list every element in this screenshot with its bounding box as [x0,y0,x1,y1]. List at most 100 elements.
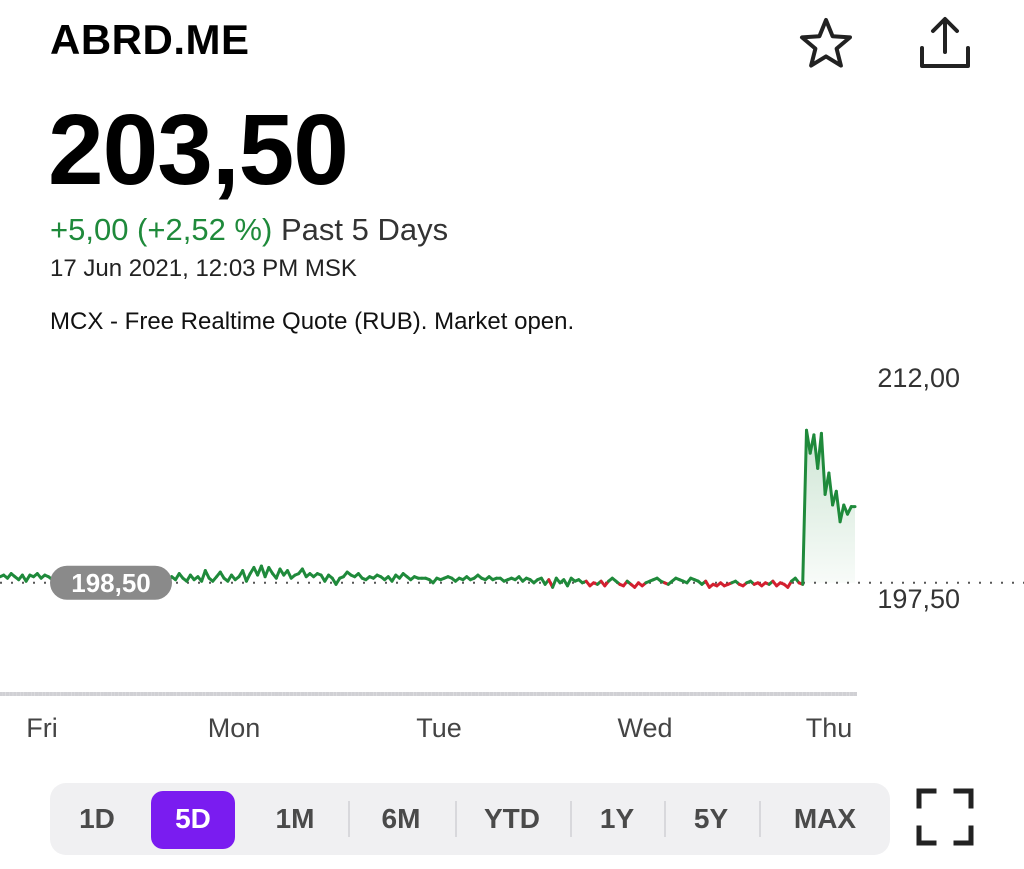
volume-bar [216,692,221,696]
volume-bar [406,692,410,696]
volume-bar [820,692,825,696]
volume-bar [606,692,610,696]
volume-bar [140,692,144,696]
volume-bar [387,692,392,696]
favorite-button[interactable] [796,14,856,74]
volume-bar [85,692,90,696]
volume-bar [151,692,155,696]
volume-bar [213,692,217,696]
range-option-1m[interactable]: 1M [275,803,315,834]
volume-bar [726,692,730,696]
volume-bar [380,692,384,696]
volume-bar [835,692,839,696]
volume-bar [307,692,312,696]
volume-bar [296,692,301,696]
volume-bar [504,692,508,696]
volume-bar [427,692,432,696]
volume-bar [500,692,505,696]
volume-bar [817,692,821,696]
volume-bar [154,692,159,696]
range-option-max[interactable]: MAX [793,803,857,834]
volume-bar [347,692,352,696]
volume-bar [653,692,657,696]
volume-bar [646,692,650,696]
volume-bar [82,692,86,696]
range-option-6m[interactable]: 6M [381,803,421,834]
volume-bar [289,692,294,696]
volume-bar [798,692,803,696]
volume-bar [31,692,35,696]
volume-bar [664,692,668,696]
volume-bar [438,692,443,696]
volume-bar [209,692,213,696]
volume-bar [442,692,446,696]
share-button[interactable] [914,12,976,74]
volume-bar [242,692,246,696]
volume-bar [602,692,606,696]
volume-bar [395,692,399,696]
volume-bar [700,692,705,696]
volume-bar [631,692,636,696]
volume-bar [67,692,72,696]
volume-bar [16,692,21,696]
volume-bar [322,692,326,696]
volume-bar [493,692,497,696]
volume-bar [795,692,799,696]
quote-timestamp: 17 Jun 2021, 12:03 PM MSK [50,255,357,282]
volume-bar [533,692,537,696]
volume-bar [275,692,279,696]
volume-bar [238,692,243,696]
volume-bar [598,692,603,696]
volume-bar [467,692,472,696]
volume-bar [486,692,490,696]
volume-bar [777,692,781,696]
volume-bar [678,692,683,696]
volume-bar [42,692,46,696]
volume-bar [125,692,130,696]
fullscreen-button[interactable] [914,786,976,848]
volume-bar [740,692,745,696]
range-separator [664,801,666,837]
volume-bar [27,692,32,696]
volume-bar [147,692,152,696]
volume-bar [366,692,370,696]
volume-bar [0,692,2,696]
volume-bar [733,692,737,696]
price-line-segment [838,503,846,524]
star-outline-icon [800,18,852,68]
volume-bar [191,692,195,696]
volume-bar [660,692,665,696]
volume-bar [773,692,777,696]
volume-bar [13,692,17,696]
volume-bar [617,692,621,696]
volume-bar [555,692,559,696]
volume-bar [245,692,250,696]
y-tick-label: 197,50 [877,584,960,614]
volume-bar [464,692,468,696]
range-option-5y[interactable]: 5Y [693,803,729,834]
volume-bar [227,692,232,696]
volume-bar [60,692,64,696]
range-option-1d[interactable]: 1D [79,803,115,834]
volume-bar [529,692,534,696]
volume-bar [373,692,377,696]
volume-bar [169,692,173,696]
volume-bar [635,692,639,696]
range-option-1y[interactable]: 1Y [599,803,635,834]
volume-bar [89,692,93,696]
volume-bar [329,692,334,696]
volume-bar [340,692,344,696]
range-option-5d[interactable]: 5D [175,803,211,834]
volume-bar [56,692,61,696]
volume-bar [547,692,552,696]
range-option-ytd[interactable]: YTD [484,803,540,834]
volume-bar [620,692,625,696]
volume-bar [202,692,206,696]
x-tick-label: Tue [416,713,462,743]
volume-bar [376,692,381,696]
price-chart[interactable]: 212,00 197,50 198,50 Fri Mon Tue Wed Thu [0,355,1024,755]
volume-bar [53,692,57,696]
volume-bar [751,692,756,696]
volume-bar [333,692,337,696]
x-tick-label: Fri [26,713,57,743]
